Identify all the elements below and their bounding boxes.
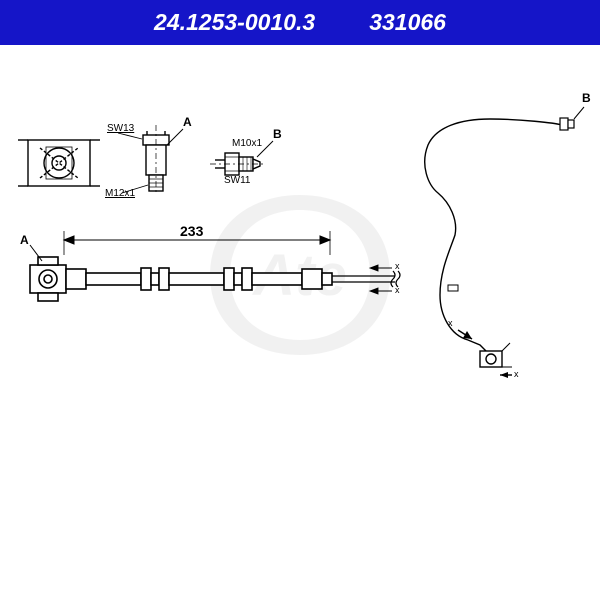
label-SW11: SW11 (224, 175, 251, 186)
x-marker-top: x (395, 261, 400, 271)
pointer-B-layout (574, 107, 584, 119)
label-M12x1: M12x1 (105, 188, 135, 199)
fitting-A-detail (143, 125, 169, 195)
main-pointers (30, 245, 42, 261)
label-B-detail: B (273, 127, 282, 141)
technical-diagram: Ate (0, 45, 600, 600)
header-bar: 24.1253-0010.3 331066 (0, 0, 600, 45)
x-marker-bot: x (395, 285, 400, 295)
product-code: 331066 (369, 9, 446, 36)
dimension-value: 233 (180, 223, 203, 239)
label-B-layout: B (582, 91, 591, 105)
part-number: 24.1253-0010.3 (154, 9, 315, 36)
label-SW13: SW13 (107, 123, 134, 134)
pipe-layout-view (425, 118, 574, 378)
label-M10x1: M10x1 (232, 138, 262, 149)
label-A-main: A (20, 233, 29, 247)
x-marker-layout1: x (448, 318, 453, 328)
end-view-A (18, 140, 100, 186)
x-marker-layout2: x (514, 369, 519, 379)
label-A-detail: A (183, 115, 192, 129)
diagram-svg: Ate (0, 45, 600, 600)
